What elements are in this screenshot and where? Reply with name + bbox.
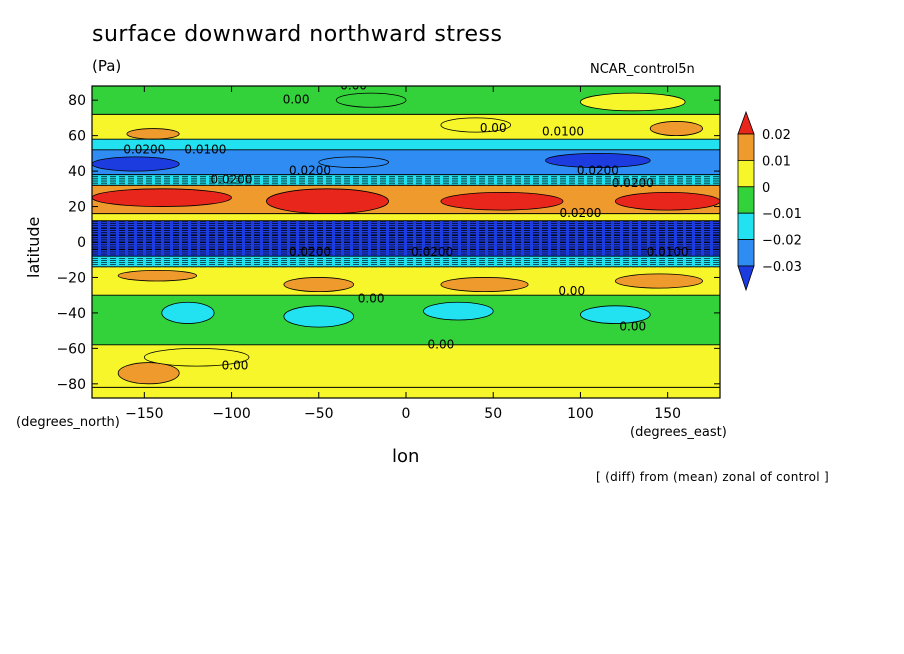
contour-band	[92, 220, 720, 257]
contour-label: 0.0100	[184, 142, 226, 156]
x-tick-label: 100	[567, 406, 594, 422]
contour-patch	[614, 191, 720, 211]
contour-label: 0.0100	[542, 125, 584, 139]
contour-band	[92, 256, 720, 267]
x-tick-label: −50	[304, 406, 334, 422]
contour-label: 0.00	[480, 121, 507, 135]
chart-title: surface downward northward stress	[92, 22, 503, 47]
colorbar-segment	[737, 133, 755, 161]
contour-patch	[580, 92, 686, 112]
contour-band	[92, 213, 720, 221]
contour-patch	[161, 301, 215, 324]
contour-patch	[117, 269, 198, 282]
contour-patch	[335, 92, 407, 108]
contour-label: 0.0200	[123, 142, 165, 156]
colorbar-segment	[737, 239, 755, 267]
y-tick-label: 40	[68, 164, 86, 180]
contour-label: 0.00	[283, 93, 310, 107]
y-tick-label: −20	[56, 270, 86, 286]
colorbar-label: −0.02	[762, 234, 802, 249]
contour-label: 0.0200	[577, 164, 619, 178]
colorbar-label: −0.03	[762, 260, 802, 275]
contour-patch	[580, 305, 651, 324]
contour-patch	[117, 362, 180, 385]
colorbar-lower-arrow	[737, 265, 755, 292]
contour-label: 0.0200	[411, 245, 453, 259]
contour-label: 0.00	[222, 359, 249, 373]
contour-patch	[283, 305, 355, 328]
contour-label: 0.00	[358, 291, 385, 305]
contour-label: 0.0200	[289, 245, 331, 259]
contour-patch	[649, 121, 703, 137]
contour-patch	[92, 156, 180, 172]
x-unit-label: (degrees_east)	[630, 425, 727, 440]
y-tick-label: 0	[77, 235, 86, 251]
contour-patch	[440, 191, 564, 211]
contour-patch	[440, 277, 529, 293]
contour-patch	[423, 301, 494, 321]
contour-patch	[92, 188, 232, 207]
contour-patch	[143, 347, 250, 367]
x-tick-label: −100	[212, 406, 250, 422]
contour-label: 0.00	[428, 337, 455, 351]
contour-band	[92, 139, 720, 150]
contour-label: 0.00	[558, 284, 585, 298]
x-tick-label: 0	[402, 406, 411, 422]
y-tick-label: −40	[56, 306, 86, 322]
contour-patch	[126, 128, 180, 140]
chart-units: (Pa)	[92, 57, 122, 75]
contour-label: 0.0200	[612, 176, 654, 190]
contour-patch	[283, 277, 355, 293]
y-tick-label: 20	[68, 200, 86, 216]
colorbar-segment	[737, 212, 755, 240]
contour-label: 0.0100	[647, 245, 689, 259]
contour-band	[92, 174, 720, 186]
contour-label: 0.0200	[211, 173, 253, 187]
contour-patch	[545, 152, 651, 168]
colorbar-label: −0.01	[762, 207, 802, 222]
colorbar-label: 0	[762, 181, 770, 196]
contour-band	[92, 114, 720, 140]
y-unit-label: (degrees_north)	[16, 415, 120, 430]
colorbar-label: 0.02	[762, 128, 791, 143]
contour-patch	[266, 188, 389, 215]
contour-patch	[318, 156, 389, 168]
contour-label: 0.00	[619, 320, 646, 334]
colorbar-upper-arrow	[737, 110, 755, 135]
contour-label: 0.00	[340, 79, 367, 93]
contour-patch	[614, 273, 703, 289]
y-tick-label: −80	[56, 377, 86, 393]
colorbar-label: 0.01	[762, 154, 791, 169]
y-tick-label: −60	[56, 341, 86, 357]
contour-label: 0.0200	[559, 206, 601, 220]
x-tick-label: −150	[125, 406, 163, 422]
contour-patch	[440, 117, 512, 133]
footnote: [ (diff) from (mean) zonal of control ]	[596, 470, 829, 484]
y-tick-label: 80	[68, 93, 86, 109]
y-tick-label: 60	[68, 129, 86, 145]
run-label: NCAR_control5n	[590, 62, 695, 77]
x-tick-label: 50	[484, 406, 502, 422]
colorbar-segment	[737, 186, 755, 214]
colorbar-segment	[737, 159, 755, 188]
x-tick-label: 150	[654, 406, 681, 422]
contour-label: 0.0200	[289, 164, 331, 178]
x-axis-label: lon	[392, 446, 420, 467]
